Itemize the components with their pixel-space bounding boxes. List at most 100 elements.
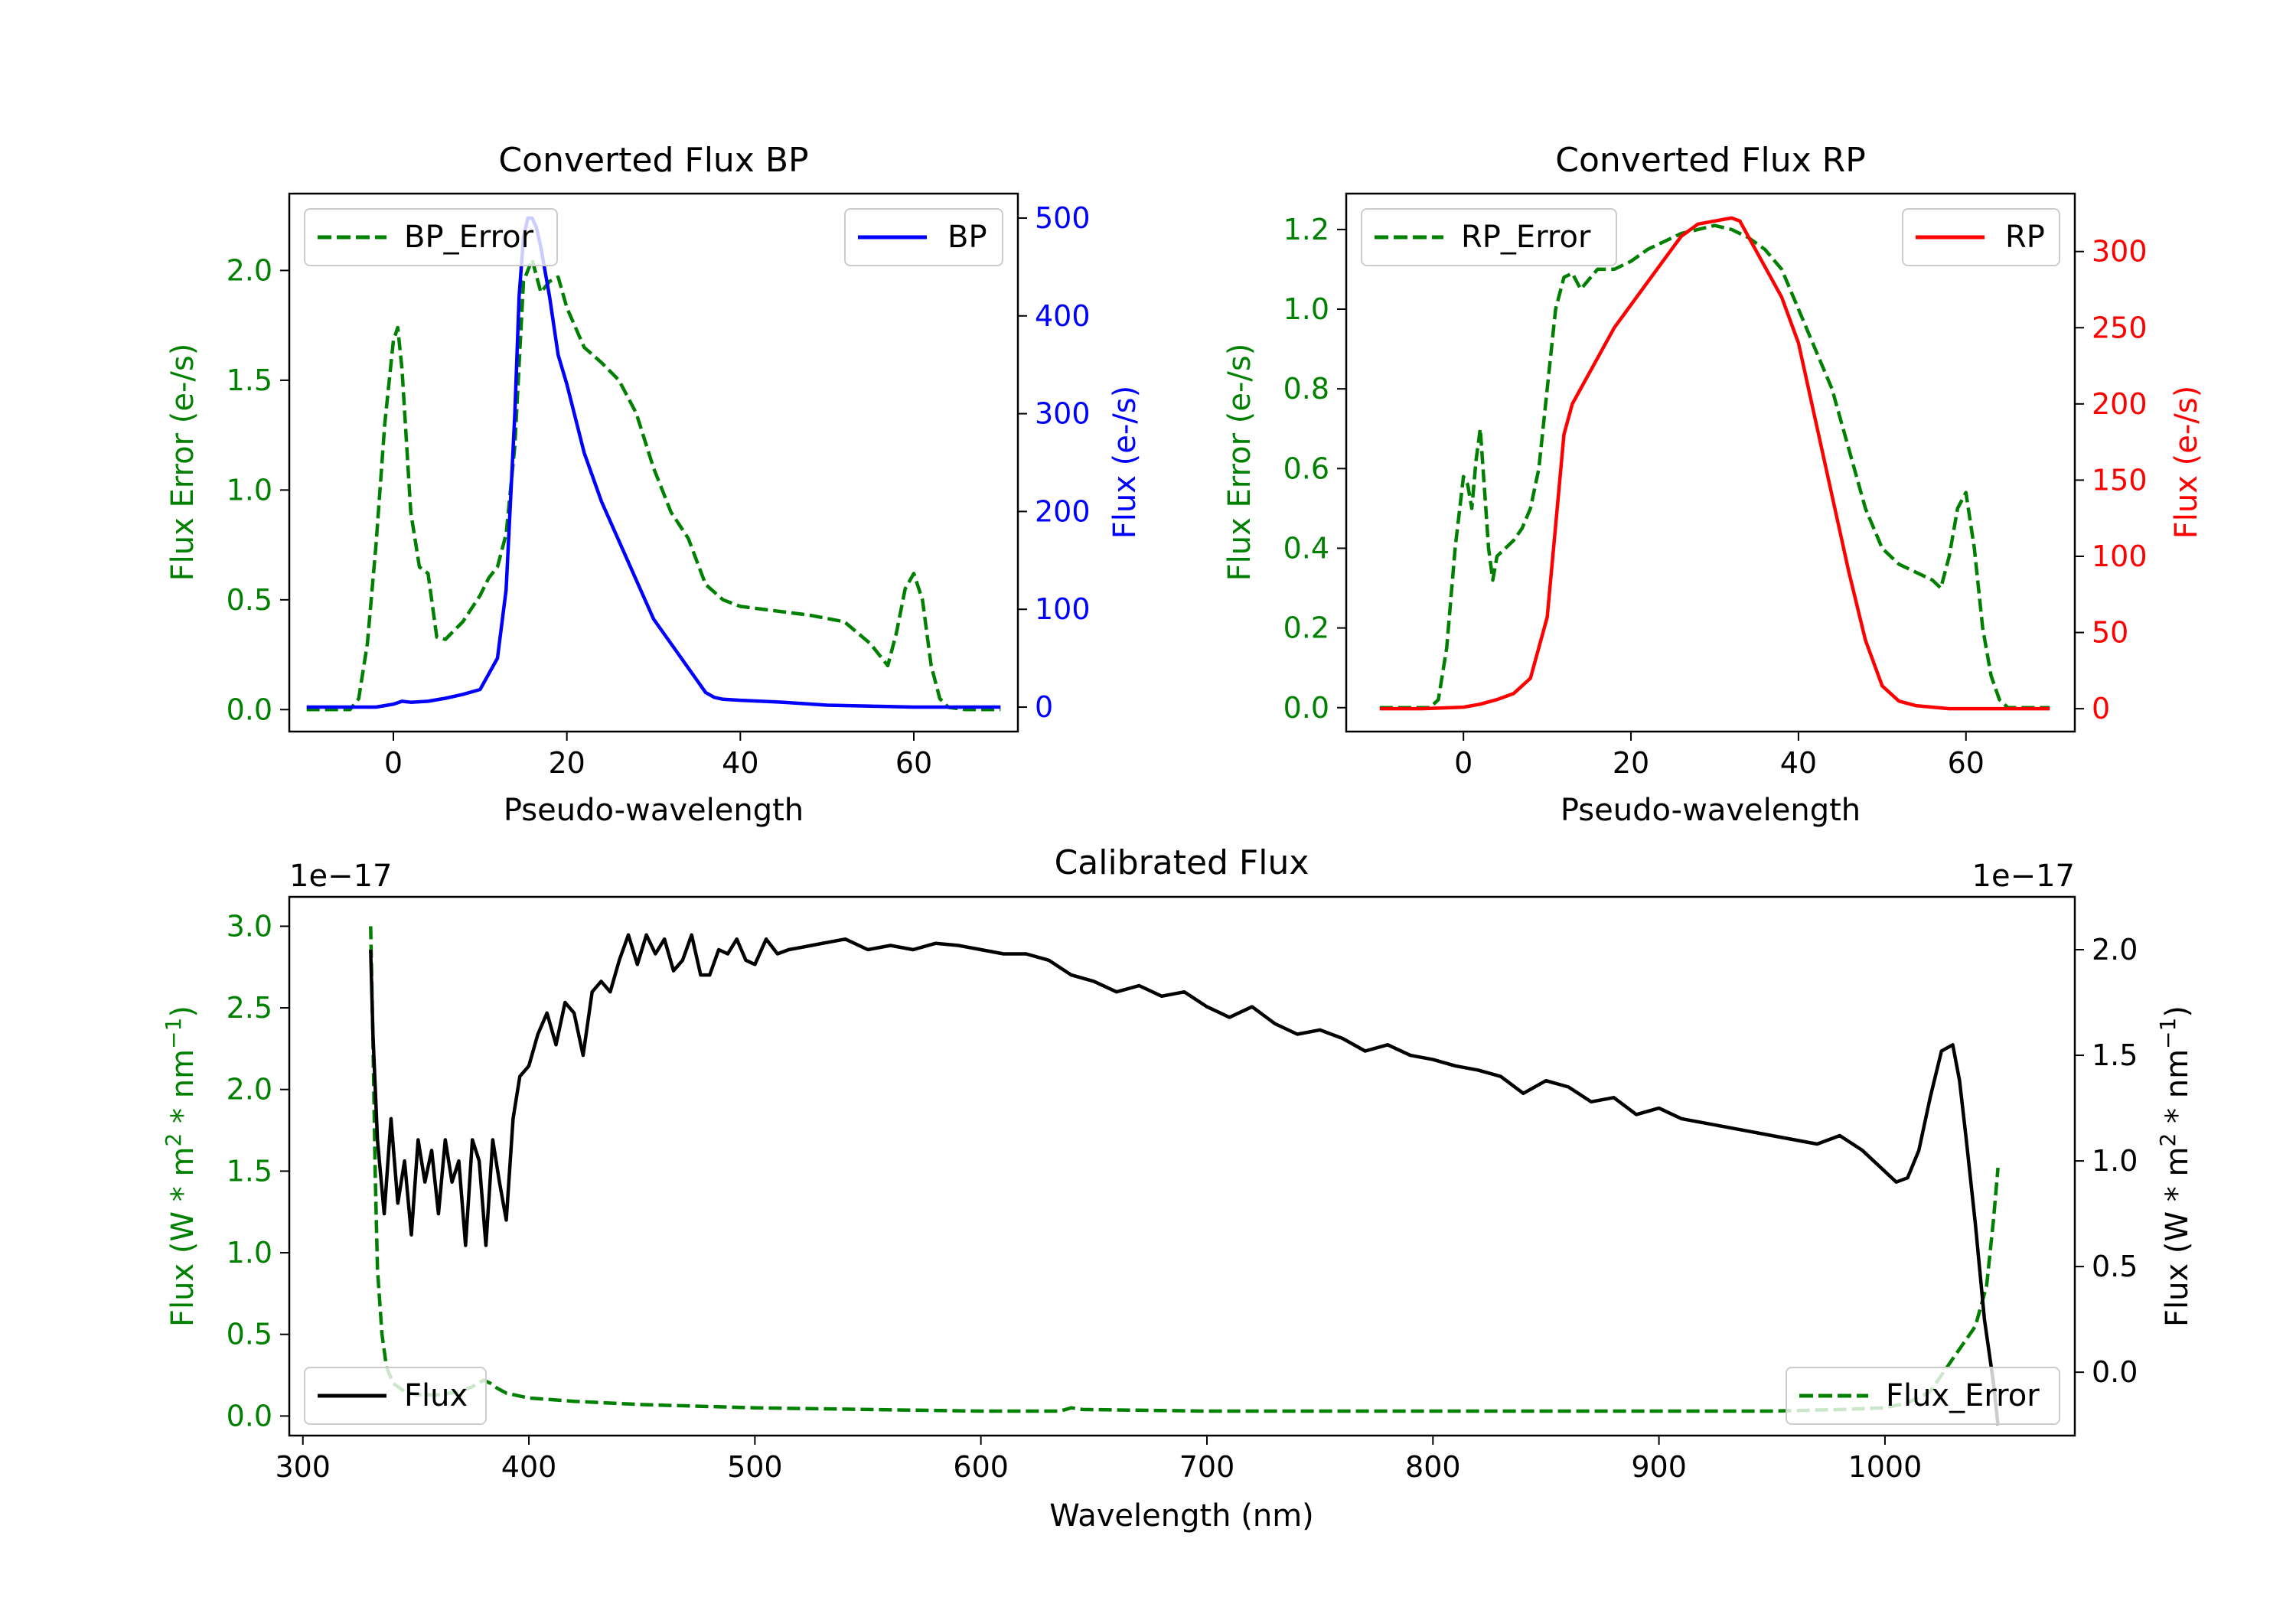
- bp-xtick-label-3: 60: [895, 746, 932, 780]
- rp-ylabel-left: Flux Error (e-/s): [1222, 344, 1257, 582]
- rp-xtick-label-3: 60: [1948, 746, 1985, 780]
- cal-ylabel-left-sup2: −1: [161, 1018, 186, 1049]
- rp-xtick-label-1: 20: [1613, 746, 1649, 780]
- bp-ytick-right-label-3: 300: [1035, 397, 1091, 431]
- cal-ylabel-left: Flux (W * m2 * nm−1): [161, 1006, 201, 1327]
- cal-xtick-label-0: 300: [275, 1450, 331, 1484]
- rp-legend-error-label: RP_Error: [1461, 220, 1591, 255]
- rp-xtick-label-0: 0: [1454, 746, 1473, 780]
- cal-ytick-left-label-3: 1.5: [227, 1154, 272, 1188]
- bp-ytick-left-label-2: 1.0: [227, 473, 272, 507]
- rp-ytick-right-label-1: 50: [2092, 616, 2128, 650]
- cal-ytick-right-label-0: 0.0: [2092, 1355, 2138, 1389]
- rp-legend-flux: RP: [1902, 208, 2060, 266]
- bp-plot-area: 0 20 40 60 0.0 0.5 1.0 1.5 2.0 0 100 200 300 400 500: [227, 201, 1091, 780]
- cal-title: Calibrated Flux: [1055, 843, 1309, 882]
- cal-offset-left: 1e−17: [289, 859, 392, 894]
- bp-xtick-label-0: 0: [384, 746, 403, 780]
- bp-title: Converted Flux BP: [498, 141, 808, 180]
- bp-xlabel: Pseudo-wavelength: [504, 793, 804, 828]
- bp-ytick-left-label-1: 0.5: [227, 583, 272, 617]
- cal-xtick-label-1: 400: [501, 1450, 557, 1484]
- cal-legend-error-box: [1786, 1367, 2060, 1425]
- rp-ytick-right-label-4: 200: [2092, 387, 2148, 421]
- rp-series-rp-error: [1379, 223, 2050, 710]
- rp-legend-error-box: [1361, 208, 1617, 266]
- cal-legend-error-label: Flux_Error: [1886, 1378, 2040, 1413]
- bp-ylabel-left: Flux Error (e-/s): [165, 344, 201, 582]
- cal-xtick-label-3: 600: [953, 1450, 1009, 1484]
- bp-ytick-right-label-2: 200: [1035, 494, 1091, 528]
- cal-panel: Calibrated Flux 1e−17 1e−17 300 400 500 600…: [161, 843, 2195, 1534]
- rp-ytick-right-label-6: 300: [2092, 235, 2148, 269]
- rp-ytick-left-label-2: 0.4: [1283, 531, 1329, 565]
- cal-plot-area: 300 400 500 600 700 800 900 1000 0.0 0.5 1.0 1.5 2.0…: [227, 909, 2138, 1484]
- bp-legend-error-box: [304, 208, 558, 266]
- bp-ylabel-right: Flux (e-/s): [1107, 386, 1143, 539]
- rp-xtick-label-2: 40: [1780, 746, 1817, 780]
- cal-ytick-right-label-2: 1.0: [2092, 1144, 2138, 1178]
- cal-ylabel-right: Flux (W * m2 * nm−1): [2155, 1006, 2195, 1327]
- bp-legend-flux: BP: [844, 208, 1003, 266]
- rp-ytick-right-label-0: 0: [2092, 692, 2110, 725]
- cal-ylabel-right-end: ): [2160, 1006, 2195, 1018]
- bp-ytick-left-label-0: 0.0: [227, 693, 272, 726]
- bp-legend-error-label: BP_Error: [404, 220, 534, 255]
- cal-ylabel-right-sup: 2: [2155, 1133, 2180, 1147]
- cal-legend-flux-label: Flux: [404, 1378, 468, 1413]
- cal-legend-flux: Flux: [304, 1367, 487, 1425]
- bp-xtick-label-1: 20: [548, 746, 585, 780]
- bp-xtick-label-2: 40: [722, 746, 758, 780]
- cal-ytick-left-label-1: 0.5: [227, 1318, 272, 1351]
- rp-ytick-right-label-3: 150: [2092, 463, 2148, 497]
- rp-ylabel-right: Flux (e-/s): [2169, 386, 2204, 539]
- bp-ytick-right-label-5: 500: [1035, 201, 1091, 235]
- cal-legend-error: Flux_Error: [1786, 1367, 2060, 1425]
- bp-ytick-right-label-1: 100: [1035, 592, 1091, 626]
- cal-ylabel-left-sup: 2: [161, 1133, 186, 1147]
- bp-series-bp-error: [306, 257, 1001, 712]
- cal-xlabel: Wavelength (nm): [1049, 1498, 1314, 1534]
- rp-legend-flux-label: RP: [2005, 220, 2045, 255]
- rp-axes-frame: [1345, 192, 2076, 733]
- rp-ytick-left-label-4: 0.8: [1283, 372, 1329, 406]
- rp-plot-area: 0 20 40 60 0.0 0.2 0.4 0.6 0.8 1.0 1.2 0 50 100 150 200…: [1283, 213, 2148, 780]
- rp-ytick-left-label-0: 0.0: [1283, 691, 1329, 725]
- rp-series-rp: [1379, 216, 2050, 711]
- cal-ytick-right-label-3: 1.5: [2092, 1038, 2138, 1072]
- cal-xtick-label-6: 900: [1631, 1450, 1687, 1484]
- cal-axes-frame: [288, 895, 2076, 1437]
- rp-ytick-right-label-2: 100: [2092, 539, 2148, 573]
- rp-xlabel: Pseudo-wavelength: [1561, 793, 1861, 828]
- cal-xtick-label-5: 800: [1405, 1450, 1461, 1484]
- cal-ytick-right-label-4: 2.0: [2092, 933, 2138, 966]
- bp-ytick-right-label-0: 0: [1035, 690, 1053, 724]
- cal-ytick-left-label-2: 1.0: [227, 1236, 272, 1270]
- cal-ylabel-right-mid: * nm: [2160, 1049, 2195, 1133]
- cal-ytick-left-label-6: 3.0: [227, 909, 272, 943]
- rp-ytick-left-label-1: 0.2: [1283, 611, 1329, 645]
- bp-legend-error: BP_Error: [304, 208, 558, 266]
- rp-ytick-right-label-5: 250: [2092, 311, 2148, 344]
- rp-panel: Converted Flux RP 0 20 40 60 0.0 0.2 0.4 0.6 0.8…: [1222, 141, 2204, 828]
- bp-ytick-left-label-4: 2.0: [227, 253, 272, 287]
- rp-legend-error: RP_Error: [1361, 208, 1617, 266]
- bp-series-bp: [306, 216, 1001, 709]
- rp-ytick-left-label-3: 0.6: [1283, 451, 1329, 485]
- cal-xtick-label-2: 500: [727, 1450, 783, 1484]
- cal-ylabel-left-main: Flux (W * m: [165, 1147, 201, 1327]
- cal-ytick-left-label-0: 0.0: [227, 1399, 272, 1433]
- cal-ylabel-left-mid: * nm: [165, 1049, 201, 1133]
- rp-ytick-left-label-6: 1.2: [1283, 213, 1329, 246]
- cal-ytick-left-label-5: 2.5: [227, 991, 272, 1025]
- cal-xtick-label-4: 700: [1179, 1450, 1235, 1484]
- bp-axes-frame: [288, 192, 1019, 733]
- cal-ylabel-left-end: ): [165, 1006, 201, 1018]
- cal-offset-right: 1e−17: [1972, 859, 2075, 894]
- bp-legend-flux-label: BP: [947, 220, 987, 255]
- rp-ytick-left-label-5: 1.0: [1283, 292, 1329, 326]
- cal-ylabel-right-sup2: −1: [2155, 1018, 2180, 1049]
- rp-title: Converted Flux RP: [1555, 141, 1866, 180]
- bp-panel: Converted Flux BP 0 20 40 60 0.0 0.5 1.0 1.5 2.0…: [165, 141, 1143, 828]
